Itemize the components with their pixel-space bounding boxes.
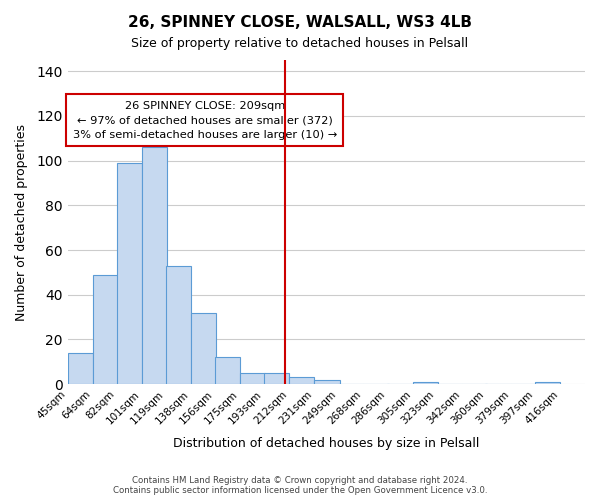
- Bar: [215, 358, 240, 384]
- Bar: [264, 373, 289, 384]
- Bar: [116, 163, 142, 384]
- Bar: [93, 274, 118, 384]
- Text: 26 SPINNEY CLOSE: 209sqm
← 97% of detached houses are smaller (372)
3% of semi-d: 26 SPINNEY CLOSE: 209sqm ← 97% of detach…: [73, 100, 337, 140]
- Bar: [191, 312, 216, 384]
- Bar: [142, 147, 167, 384]
- X-axis label: Distribution of detached houses by size in Pelsall: Distribution of detached houses by size …: [173, 437, 479, 450]
- Bar: [535, 382, 560, 384]
- Bar: [314, 380, 340, 384]
- Y-axis label: Number of detached properties: Number of detached properties: [15, 124, 28, 320]
- Bar: [289, 378, 314, 384]
- Bar: [240, 373, 265, 384]
- Bar: [68, 353, 93, 384]
- Bar: [413, 382, 438, 384]
- Bar: [166, 266, 191, 384]
- Text: Contains HM Land Registry data © Crown copyright and database right 2024.
Contai: Contains HM Land Registry data © Crown c…: [113, 476, 487, 495]
- Text: 26, SPINNEY CLOSE, WALSALL, WS3 4LB: 26, SPINNEY CLOSE, WALSALL, WS3 4LB: [128, 15, 472, 30]
- Text: Size of property relative to detached houses in Pelsall: Size of property relative to detached ho…: [131, 38, 469, 51]
